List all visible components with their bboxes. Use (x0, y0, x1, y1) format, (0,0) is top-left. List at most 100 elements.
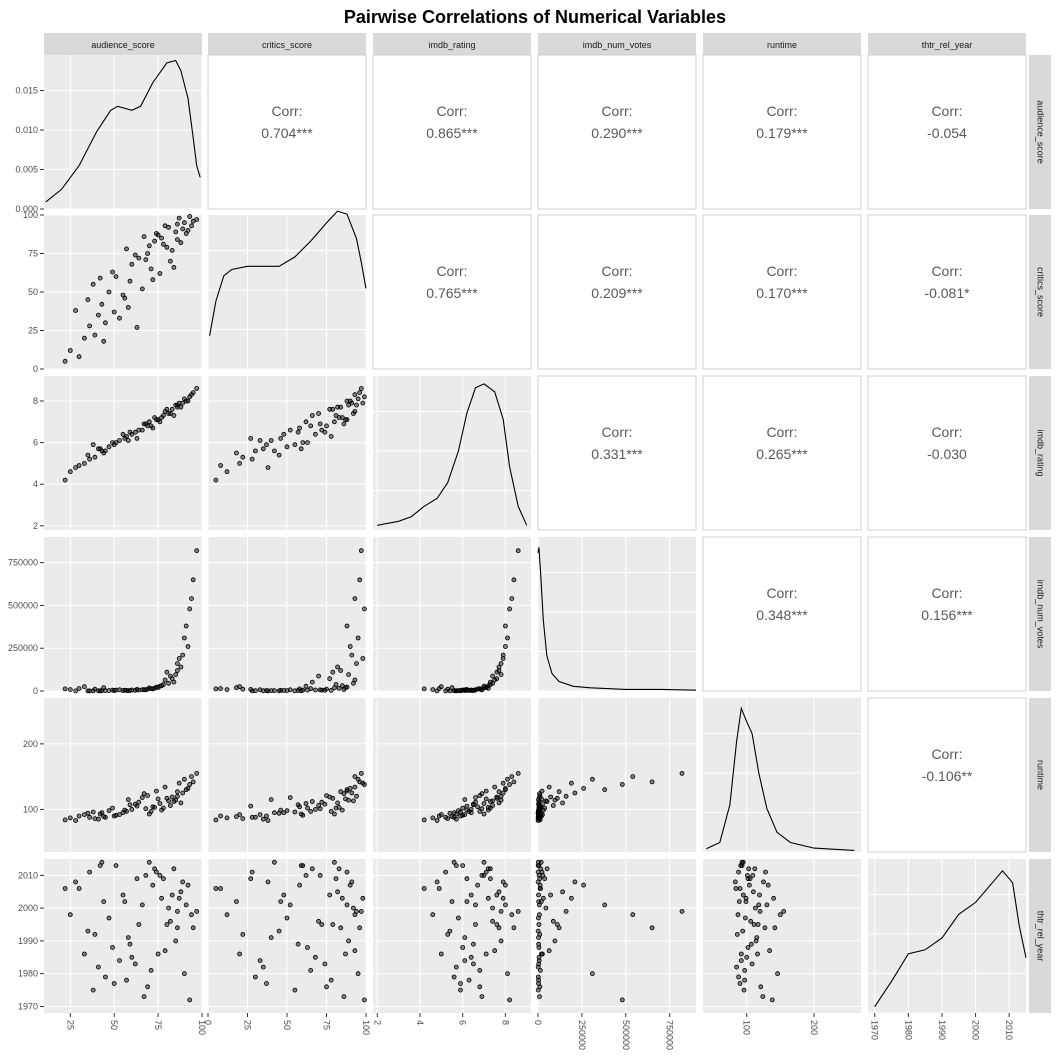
scatter-point (174, 404, 180, 410)
scatter-point (218, 686, 224, 691)
corr-panel (702, 214, 862, 370)
scatter-point (560, 889, 565, 895)
scatter-point (62, 886, 68, 891)
corr-value: -0.054 (927, 125, 967, 141)
x-tick-label: 0 (533, 1020, 543, 1025)
scatter-point (548, 892, 553, 898)
scatter-point (73, 688, 78, 694)
scatter-point (224, 469, 230, 475)
column-strip-runtime (703, 33, 861, 55)
scatter-point (327, 676, 333, 682)
column-strip-label-audience-score: audience_score (91, 40, 155, 50)
scatter-point (145, 793, 151, 798)
scatter-point (106, 289, 112, 295)
scatter-point (496, 668, 502, 673)
scatter-point (233, 685, 239, 691)
scatter-point (103, 320, 108, 326)
y-tick-label: 100 (23, 804, 38, 814)
x-tick-label: 50 (282, 1020, 292, 1030)
scatter-point (173, 672, 179, 677)
x-tick-label: 200 (809, 1020, 819, 1035)
y-tick-label: 8 (33, 396, 38, 406)
scatter-point (169, 892, 175, 898)
scatter-point (438, 951, 444, 957)
scatter-point (218, 886, 224, 891)
scatter-point (152, 238, 158, 244)
corr-panel (207, 54, 367, 210)
scatter-point (755, 951, 760, 957)
column-strip-audience-score (44, 33, 202, 55)
scatter-point (335, 800, 341, 806)
scatter-point (194, 909, 200, 914)
scatter-point (487, 682, 493, 687)
scatter-point (268, 797, 274, 802)
scatter-point (185, 398, 191, 404)
scatter-point (360, 400, 366, 406)
scatter-point (213, 886, 219, 891)
scatter-point (264, 813, 269, 819)
x-tick-label: 100 (361, 1020, 371, 1035)
plot-panel (44, 376, 202, 530)
scatter-point (317, 873, 323, 878)
scatter-point (176, 895, 182, 901)
scatter-point (536, 915, 541, 921)
scatter-point (498, 661, 504, 666)
scatter-point (233, 899, 239, 904)
x-tick-label: 25 (65, 1020, 75, 1030)
scatter-point (180, 226, 186, 232)
scatter-point (129, 807, 135, 812)
corr-label: Corr: (931, 746, 962, 762)
scatter-point (649, 925, 655, 931)
scatter-point (174, 793, 180, 799)
scatter-point (343, 951, 348, 957)
scatter-point (101, 814, 107, 819)
scatter-point (129, 954, 135, 960)
scatter-point (218, 463, 224, 468)
scatter-point (82, 684, 87, 690)
scatter-point (479, 994, 485, 999)
scatter-point (309, 679, 315, 685)
scatter-point (350, 680, 356, 686)
scatter-point (335, 664, 341, 670)
scatter-point (164, 669, 170, 675)
scatter-point (96, 312, 101, 318)
scatter-point (312, 954, 318, 960)
scatter-point (481, 859, 487, 865)
scatter-point (460, 863, 466, 868)
scatter-point (772, 925, 778, 931)
scatter-point (308, 423, 314, 429)
scatter-point (167, 803, 173, 808)
scatter-point (462, 812, 468, 817)
scatter-point (511, 925, 517, 931)
scatter-point (157, 873, 163, 878)
scatter-point (240, 816, 246, 821)
scatter-point (164, 244, 170, 250)
y-tick-label: 0.010 (15, 125, 38, 135)
scatter-point (139, 902, 145, 908)
scatter-point (73, 879, 78, 885)
x-tick-label: 25 (243, 1020, 253, 1030)
scatter-point (749, 961, 755, 967)
scatter-point (178, 404, 184, 410)
scatter-point (90, 809, 96, 815)
scatter-point (176, 215, 182, 221)
scatter-point (502, 882, 508, 888)
scatter-point (303, 683, 309, 689)
scatter-point (153, 788, 159, 794)
scatter-point (113, 863, 119, 868)
corr-label: Corr: (436, 263, 467, 279)
scatter-point (82, 951, 87, 957)
scatter-point (189, 912, 194, 918)
plot-panel (373, 537, 531, 691)
scatter-point (464, 899, 470, 904)
scatter-point (316, 411, 322, 416)
scatter-point (276, 452, 282, 458)
scatter-point (333, 682, 339, 687)
scatter-point (355, 776, 361, 782)
scatter-point (150, 277, 156, 283)
scatter-point (319, 922, 325, 927)
scatter-point (352, 392, 358, 398)
scatter-point (252, 814, 258, 820)
scatter-point (338, 668, 344, 673)
scatter-point (742, 968, 748, 973)
